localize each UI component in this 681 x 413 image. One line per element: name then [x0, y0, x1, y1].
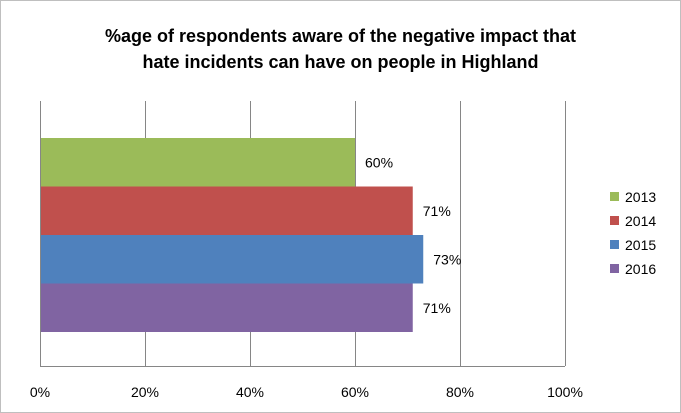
bar-2015	[41, 235, 424, 284]
legend-swatch-2014	[610, 216, 619, 225]
legend-label-2016: 2016	[625, 261, 656, 277]
x-tick-label: 60%	[341, 384, 369, 400]
chart-title-line-1: %age of respondents aware of the negativ…	[104, 26, 577, 46]
chart-title-line-2: hate incidents can have on people in Hig…	[142, 52, 539, 72]
legend-label-2013: 2013	[625, 189, 656, 205]
x-tick-label: 20%	[131, 384, 159, 400]
data-label-2016: 71%	[423, 300, 451, 316]
bar-2014	[41, 186, 413, 235]
legend-swatch-2016	[610, 264, 619, 273]
x-tick-label: 80%	[446, 384, 474, 400]
data-label-2015: 73%	[433, 251, 461, 267]
legend-swatch-2013	[610, 192, 619, 201]
legend-label-2015: 2015	[625, 237, 656, 253]
x-tick-label: 40%	[236, 384, 264, 400]
bar-2013	[41, 138, 355, 187]
legend-swatch-2015	[610, 240, 619, 249]
legend-label-2014: 2014	[625, 213, 656, 229]
x-tick-label: 0%	[30, 384, 50, 400]
x-tick-label: 100%	[547, 384, 583, 400]
bar-2016	[41, 283, 413, 332]
data-label-2013: 60%	[365, 154, 393, 170]
data-label-2014: 71%	[423, 203, 451, 219]
